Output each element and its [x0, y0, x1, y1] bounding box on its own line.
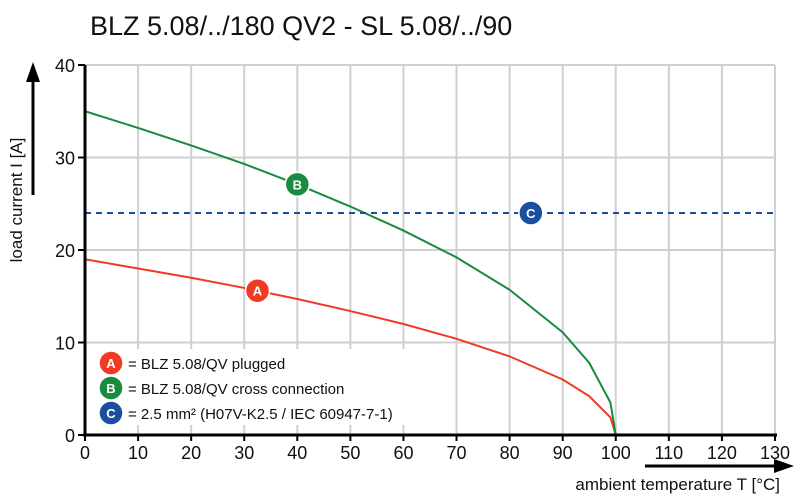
- x-tick-label: 50: [340, 443, 360, 463]
- series-line-b: [84, 110, 617, 436]
- x-tick-label: 60: [393, 443, 413, 463]
- x-tick-label: 20: [181, 443, 201, 463]
- x-axis-label: ambient temperature T [°C]: [575, 475, 780, 494]
- legend-bg: [96, 374, 426, 400]
- legend-marker-c-letter: C: [106, 406, 116, 421]
- legend-bg: [96, 349, 426, 375]
- series-marker-c-letter: C: [526, 206, 536, 221]
- x-tick-label: 100: [601, 443, 631, 463]
- x-axis-arrowhead: [774, 459, 794, 473]
- series-marker-b-letter: B: [293, 177, 302, 192]
- x-tick-label: 70: [447, 443, 467, 463]
- y-tick-label: 40: [55, 56, 75, 76]
- y-tick-label: 30: [55, 149, 75, 169]
- legend-marker-a-letter: A: [106, 356, 116, 371]
- series-line-a: [84, 258, 617, 436]
- x-tick-label: 10: [128, 443, 148, 463]
- legend-marker-c-circle: [98, 400, 124, 426]
- chart-title: BLZ 5.08/../180 QV2 - SL 5.08/../90: [90, 11, 512, 41]
- legend-label-c: = 2.5 mm² (H07V-K2.5 / IEC 60947-7-1): [128, 406, 393, 423]
- x-tick-label: 130: [760, 443, 790, 463]
- x-tick-label: 30: [234, 443, 254, 463]
- series-marker-b-circle: [284, 171, 311, 198]
- x-tick-label: 90: [553, 443, 573, 463]
- legend-label-a: = BLZ 5.08/QV plugged: [128, 356, 285, 373]
- legend-marker-a-circle: [98, 350, 124, 376]
- y-axis-arrowhead: [26, 62, 40, 82]
- x-tick-label: 80: [500, 443, 520, 463]
- y-tick-label: 20: [55, 241, 75, 261]
- y-tick-label: 0: [65, 426, 75, 446]
- legend-marker-b-letter: B: [106, 381, 115, 396]
- series-marker-a-letter: A: [253, 284, 263, 299]
- series-marker-c-circle: [518, 200, 544, 226]
- x-tick-label: 120: [707, 443, 737, 463]
- legend-label-b: = BLZ 5.08/QV cross connection: [128, 381, 344, 398]
- x-tick-label: 40: [287, 443, 307, 463]
- legend-marker-b-circle: [98, 375, 124, 401]
- x-tick-label: 0: [80, 443, 90, 463]
- y-tick-label: 10: [55, 334, 75, 354]
- x-tick-label: 110: [654, 443, 683, 463]
- series-marker-a-circle: [244, 277, 271, 304]
- legend-bg: [96, 399, 426, 425]
- y-axis-label: load current I [A]: [7, 138, 26, 263]
